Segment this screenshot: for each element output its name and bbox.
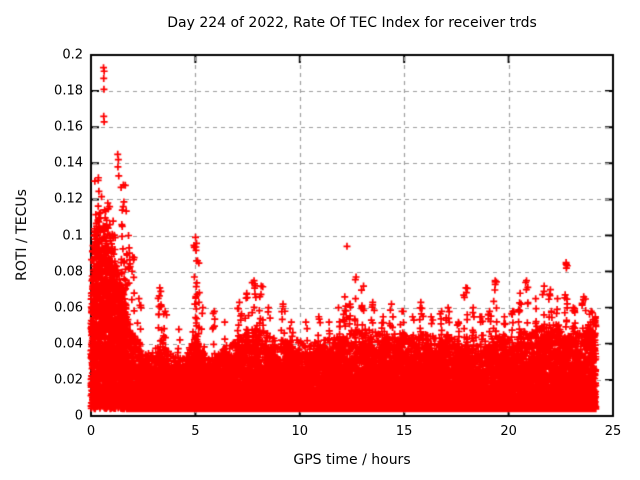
y-tick-label: 0.1: [62, 228, 83, 243]
y-tick-label: 0.02: [54, 372, 83, 388]
y-tick-label: 0.16: [54, 119, 83, 135]
y-tick-label: 0.18: [54, 83, 83, 99]
y-tick-label: 0.14: [54, 155, 83, 171]
y-tick-label: 0.06: [54, 300, 83, 316]
y-tick-label: 0: [74, 408, 83, 424]
x-tick-label: 10: [291, 424, 309, 439]
x-axis-label: GPS time / hours: [293, 452, 411, 468]
y-tick-label: 0.12: [54, 191, 83, 207]
x-tick-label: 0: [86, 424, 96, 439]
x-tick-label: 15: [395, 424, 413, 439]
y-tick-label: 0.2: [62, 47, 83, 63]
x-tick-label: 25: [604, 424, 622, 439]
y-tick-label: 0.08: [54, 264, 83, 280]
x-tick-label: 20: [500, 424, 517, 439]
y-tick-label: 0.04: [54, 336, 83, 352]
chart-title: Day 224 of 2022, Rate Of TEC Index for r…: [167, 15, 537, 31]
y-axis-label: ROTI / TECUs: [14, 189, 30, 281]
x-tick-label: 5: [191, 424, 200, 439]
